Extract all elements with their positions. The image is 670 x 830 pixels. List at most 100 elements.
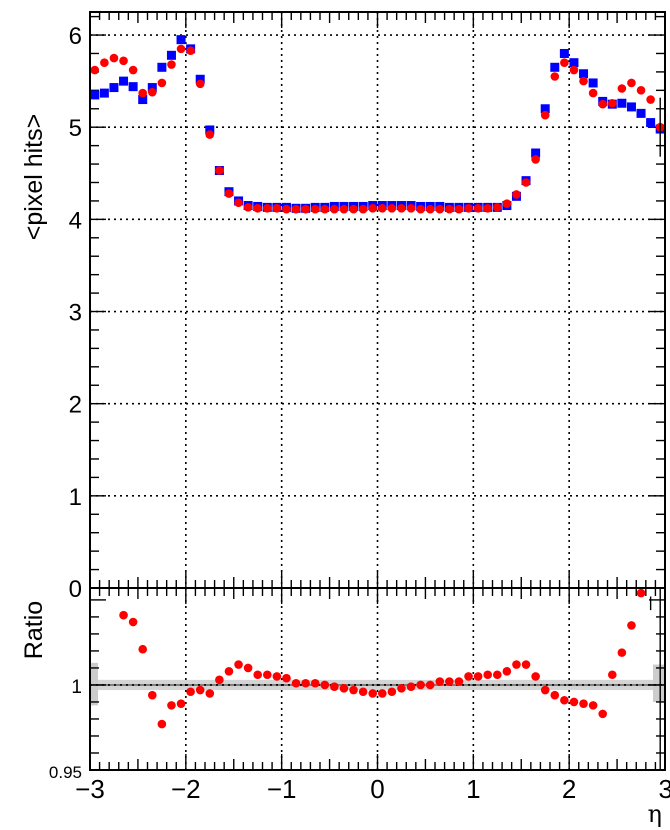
main-square-point bbox=[569, 58, 579, 68]
ratio-circle-point bbox=[406, 682, 416, 691]
main-circle-point bbox=[234, 198, 243, 208]
ratio-circle-point bbox=[368, 689, 378, 698]
main-y-axis-label: <pixel hits> bbox=[20, 114, 48, 240]
ratio-circle-point bbox=[445, 677, 454, 686]
ratio-circle-point bbox=[234, 660, 243, 669]
main-circle-point bbox=[512, 190, 521, 199]
ratio-circle-point bbox=[301, 678, 310, 688]
ratio-circle-point bbox=[588, 701, 598, 710]
main-circle-point bbox=[243, 203, 253, 212]
main-y-tick-label: 3 bbox=[69, 300, 82, 327]
ratio-circle-point bbox=[512, 660, 521, 669]
x-tick-label: −1 bbox=[267, 774, 297, 804]
main-square-point bbox=[550, 62, 560, 72]
main-square-point bbox=[588, 78, 598, 88]
ratio-circle-point bbox=[320, 680, 330, 690]
ratio-circle-point bbox=[550, 690, 560, 700]
main-circle-point bbox=[521, 178, 531, 187]
ratio-circle-point bbox=[560, 695, 569, 705]
ratio-circle-point bbox=[339, 684, 349, 693]
ratio-circle-point bbox=[330, 682, 339, 691]
main-circle-point bbox=[215, 166, 224, 175]
main-circle-point bbox=[358, 204, 368, 214]
main-circle-point bbox=[397, 204, 406, 213]
main-circle-point bbox=[435, 204, 445, 214]
ratio-circle-point bbox=[483, 670, 493, 680]
x-axis-label: η bbox=[648, 800, 662, 828]
main-circle-point bbox=[147, 87, 157, 97]
main-square-point bbox=[626, 102, 636, 112]
main-circle-point bbox=[100, 58, 109, 67]
ratio-circle-point bbox=[627, 621, 636, 630]
ratio-circle-point bbox=[425, 680, 435, 690]
main-y-tick-label: 5 bbox=[69, 115, 82, 142]
main-circle-point bbox=[540, 110, 550, 120]
main-circle-point bbox=[454, 204, 464, 214]
main-circle-point bbox=[377, 204, 387, 213]
main-circle-point bbox=[425, 204, 435, 214]
ratio-circle-point bbox=[262, 670, 272, 680]
ratio-circle-point bbox=[416, 680, 425, 690]
ratio-circle-point bbox=[579, 699, 588, 708]
ratio-grid bbox=[90, 588, 665, 770]
main-circle-point bbox=[416, 204, 425, 214]
ratio-circle-point bbox=[454, 677, 464, 686]
ratio-circle-point bbox=[607, 670, 617, 680]
main-circle-point bbox=[138, 88, 148, 98]
main-y-tick-label: 2 bbox=[69, 392, 82, 419]
ratio-circle-point bbox=[521, 660, 531, 669]
main-square-point bbox=[147, 83, 157, 93]
main-circle-point bbox=[588, 88, 598, 98]
main-circle-point bbox=[157, 78, 167, 88]
main-square-point bbox=[128, 82, 138, 92]
ratio-circle-point bbox=[310, 678, 320, 688]
main-circle-point bbox=[186, 46, 195, 56]
main-circle-point bbox=[627, 78, 636, 88]
main-circle-point bbox=[119, 56, 128, 66]
x-tick-label: 0 bbox=[370, 774, 384, 804]
main-square-point bbox=[166, 50, 176, 60]
main-square-point bbox=[119, 76, 129, 86]
main-circle-point bbox=[569, 65, 579, 75]
main-circle-point bbox=[607, 98, 617, 108]
main-circle-point bbox=[598, 99, 608, 109]
ratio-y-axis-label: Ratio bbox=[20, 601, 48, 659]
ratio-circle-point bbox=[147, 690, 157, 700]
main-circle-point bbox=[262, 204, 272, 213]
main-circle-point bbox=[579, 76, 588, 86]
main-circle-point bbox=[502, 199, 512, 208]
main-circle-point bbox=[176, 44, 186, 54]
ratio-circle-point bbox=[138, 644, 148, 654]
ratio-band-right-edge bbox=[653, 664, 665, 702]
ratio-circle-point bbox=[243, 663, 253, 673]
main-y-tick-label: 4 bbox=[69, 207, 82, 234]
ratio-circle-point bbox=[128, 617, 138, 627]
ratio-circle-point bbox=[291, 678, 301, 688]
main-circle-point bbox=[492, 203, 502, 212]
main-circle-point bbox=[646, 95, 655, 104]
main-circle-point bbox=[205, 130, 215, 139]
ratio-panel: 0.95 1 −3 −2 −1 0 1 2 3 Ratio η bbox=[20, 587, 670, 828]
main-data-points bbox=[90, 35, 665, 214]
main-circle-point bbox=[291, 204, 301, 214]
main-square-point bbox=[617, 98, 627, 108]
ratio-y-tick-label: 1 bbox=[71, 677, 82, 698]
main-circle-point bbox=[282, 204, 291, 214]
main-circle-point bbox=[253, 204, 263, 213]
x-tick-label: −2 bbox=[171, 774, 201, 804]
main-circle-point bbox=[90, 65, 100, 75]
ratio-circle-point bbox=[119, 610, 128, 620]
ratio-circle-point bbox=[282, 673, 291, 683]
ratio-circle-point bbox=[377, 689, 387, 698]
main-circle-point bbox=[167, 60, 176, 69]
x-tick-label: 2 bbox=[562, 774, 576, 804]
main-circle-point bbox=[349, 204, 358, 214]
main-circle-point bbox=[550, 72, 560, 81]
main-axis-ticks bbox=[89, 12, 666, 589]
main-circle-point bbox=[195, 79, 205, 89]
main-circle-point bbox=[310, 204, 320, 214]
ratio-circle-point bbox=[224, 667, 234, 676]
ratio-circle-point bbox=[531, 672, 540, 681]
main-square-point bbox=[540, 104, 550, 114]
